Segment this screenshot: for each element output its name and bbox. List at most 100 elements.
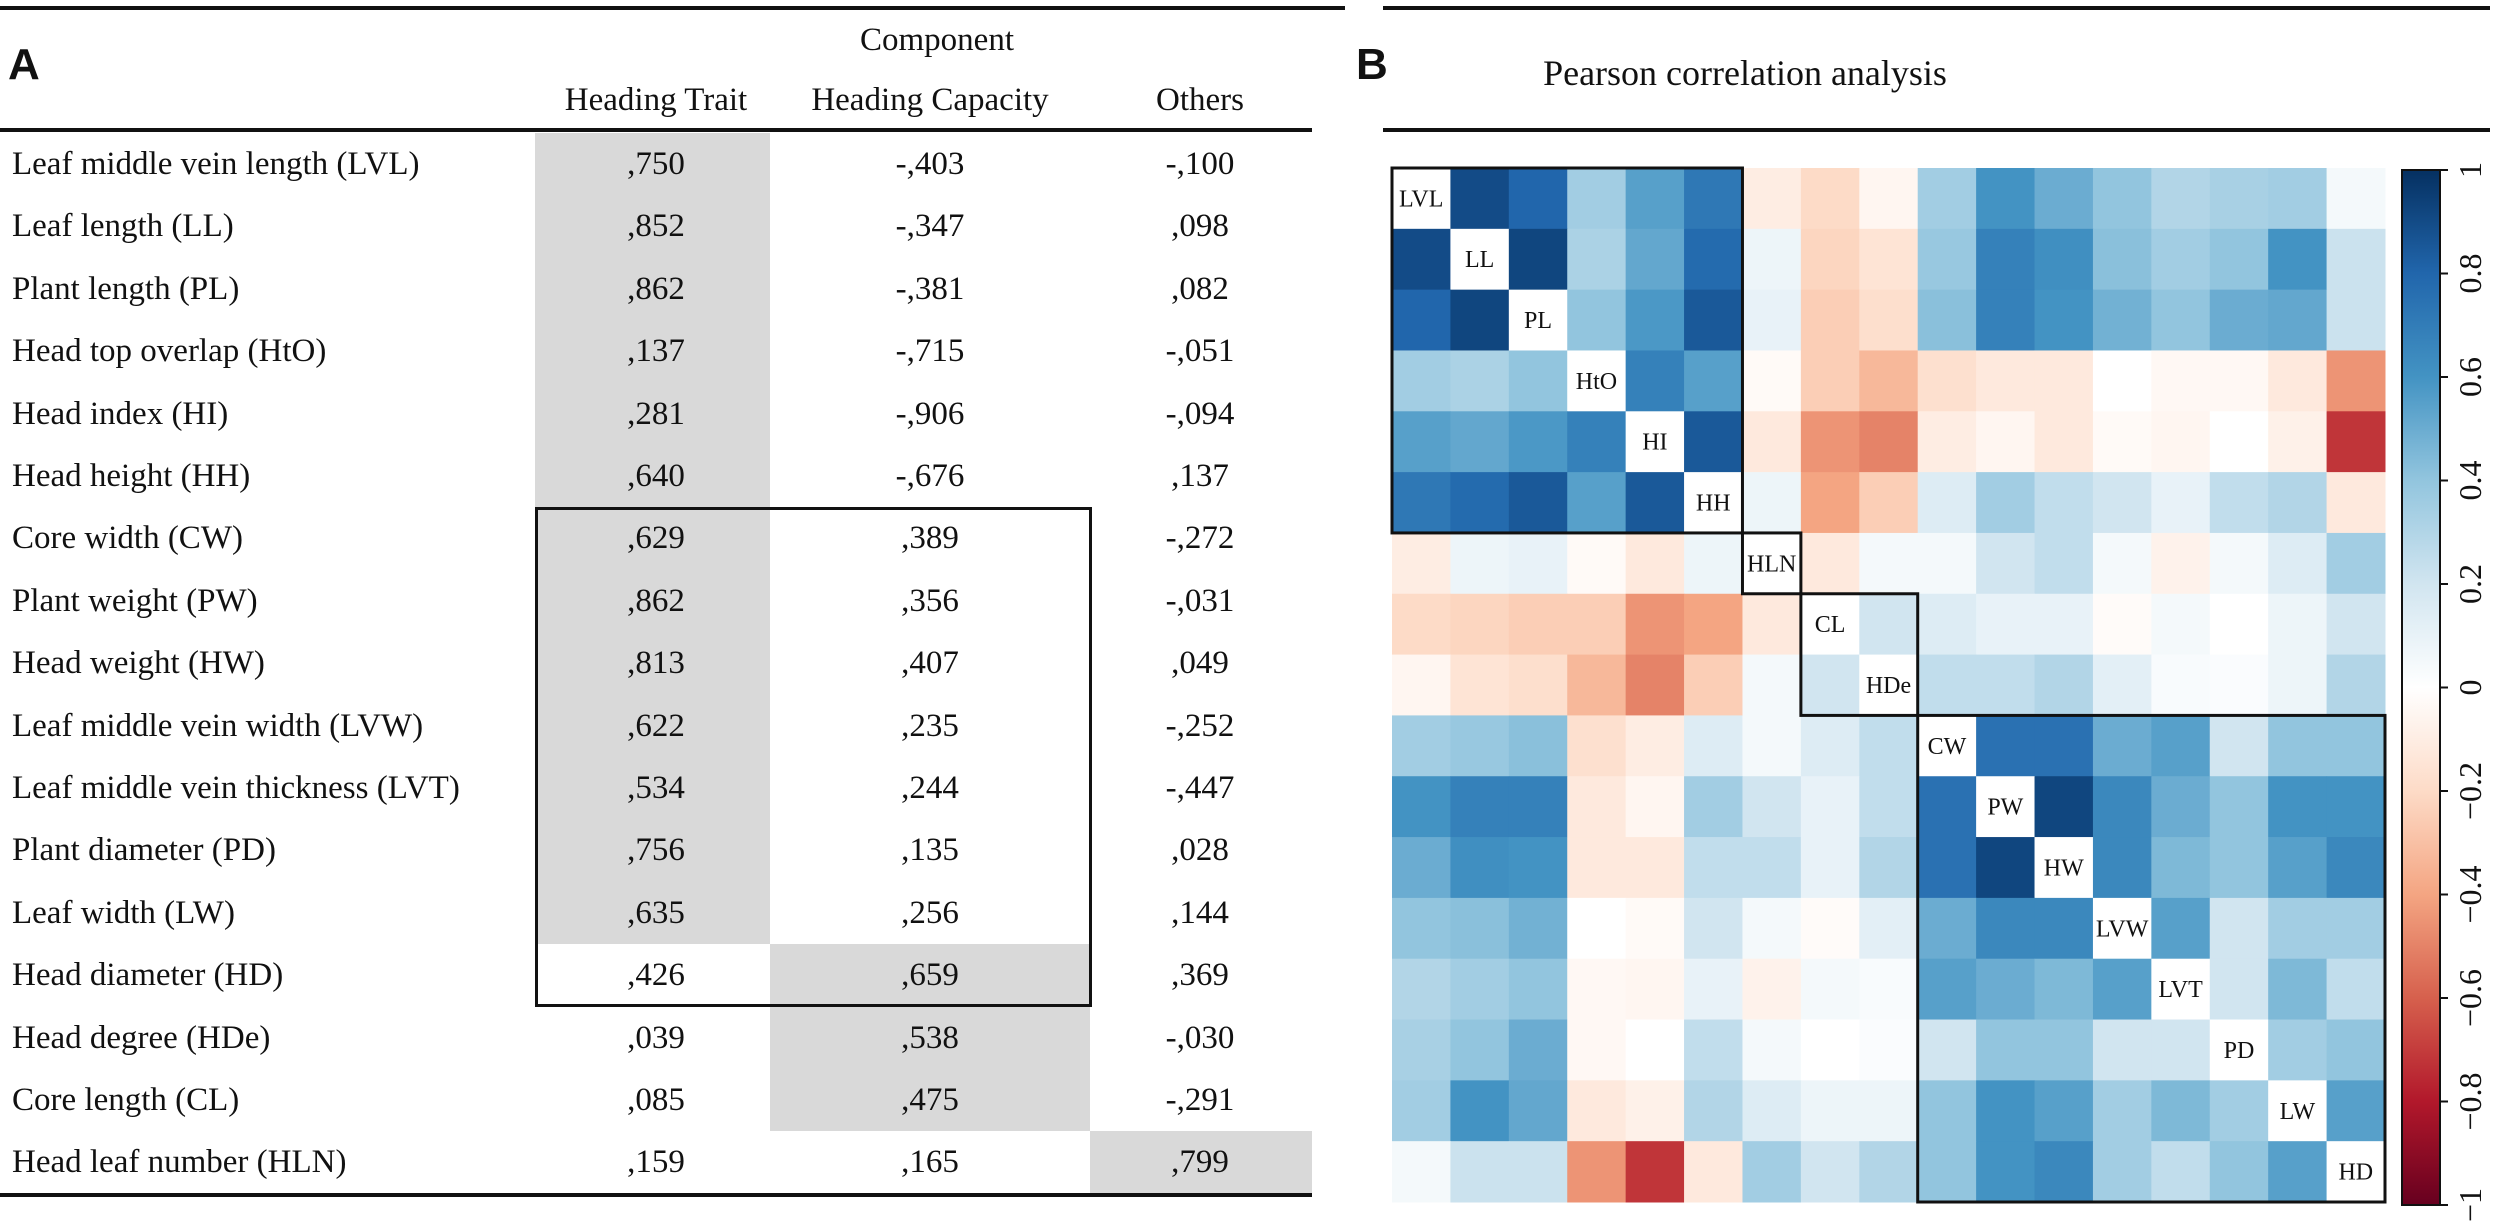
loading-value: ,862	[627, 270, 685, 307]
heatmap-cell	[1392, 654, 1451, 716]
heatmap-cell	[2151, 897, 2211, 960]
heatmap-cell	[1742, 472, 1802, 534]
loading-value: ,137	[1171, 458, 1229, 494]
loading-value: -,030	[1165, 1019, 1235, 1056]
heatmap-cell	[2034, 532, 2094, 595]
heatmap-cell	[2151, 350, 2211, 412]
heatmap-cell	[2151, 1141, 2211, 1203]
heatmap-cell	[1392, 715, 1451, 777]
trait-label: Core width (CW)	[12, 520, 243, 557]
grouping-box	[535, 507, 1092, 1007]
heatmap-cell	[2268, 289, 2328, 351]
heatmap-cell	[1392, 350, 1451, 412]
heatmap-cell	[1976, 228, 2036, 291]
loading-value: ,813	[627, 645, 685, 682]
table-bottom-rule	[0, 1193, 1312, 1197]
trait-label: Leaf middle vein width (LVW)	[12, 707, 424, 744]
heatmap-cell	[2326, 897, 2386, 960]
heatmap-cell	[2034, 715, 2094, 777]
heatmap-cell	[1976, 1019, 2036, 1081]
heatmap-cell	[2268, 411, 2328, 473]
heatmap-cell	[2209, 411, 2269, 473]
highlight-cell	[770, 1069, 1090, 1132]
heatmap-cell	[1917, 228, 1977, 291]
diagonal-label: HI	[1642, 430, 1667, 456]
heatmap-cell	[2268, 228, 2328, 291]
heatmap-cell	[1976, 350, 2036, 412]
heatmap-cell	[2209, 1141, 2269, 1203]
heatmap-cell	[1450, 168, 1510, 230]
heatmap-cell	[1567, 228, 1627, 291]
heatmap-cell	[1508, 654, 1568, 716]
trait-label: Head height (HH)	[12, 458, 251, 494]
heatmap-cell	[1742, 1080, 1802, 1142]
heatmap-cell	[1800, 593, 1860, 656]
heatmap-cell	[1800, 472, 1860, 534]
heatmap-cell	[1392, 593, 1451, 656]
heatmap-cell	[1800, 411, 1860, 473]
colorbar	[2401, 169, 2441, 1206]
heatmap-cell	[1392, 1019, 1451, 1081]
heatmap-cell	[2326, 532, 2386, 595]
heatmap-cell	[2151, 168, 2211, 230]
heatmap-cell	[2209, 593, 2269, 656]
heatmap-cell	[2268, 350, 2328, 412]
heatmap-cell	[2092, 654, 2152, 716]
heatmap-cell	[1684, 654, 1743, 716]
heatmap-cell	[1450, 715, 1510, 777]
heatmap-cell	[2209, 289, 2269, 351]
heatmap-cell	[1567, 289, 1627, 351]
heatmap-cell	[2034, 168, 2094, 230]
highlight-cell	[535, 320, 770, 383]
loading-value: ,137	[627, 333, 685, 370]
panel-b-top-rule	[1383, 6, 2490, 10]
heatmap-cell	[2092, 958, 2152, 1021]
heatmap-cell	[2268, 532, 2328, 595]
loading-value: -,676	[895, 458, 965, 494]
heatmap-cell	[2034, 228, 2094, 291]
loading-value: ,799	[1171, 1144, 1229, 1181]
heatmap-cell	[1392, 1141, 1451, 1203]
heatmap-cell	[1450, 1141, 1510, 1203]
heatmap-cell	[1800, 289, 1860, 351]
loading-value: ,659	[901, 957, 959, 994]
heatmap-cell	[1859, 837, 1919, 899]
heatmap-cell	[1976, 593, 2036, 656]
heatmap-cell	[2326, 1141, 2386, 1203]
loading-value: ,426	[627, 957, 685, 994]
heatmap-cell	[1625, 532, 1685, 595]
loading-value: ,389	[901, 520, 959, 557]
highlight-cell	[535, 819, 770, 882]
colorbar-tick-label: −1	[2452, 1188, 2488, 1222]
heatmap-cell	[2092, 289, 2152, 351]
heatmap-cell	[2326, 228, 2386, 291]
heatmap-cell	[1567, 1080, 1627, 1142]
heatmap-cell	[1508, 350, 1568, 412]
heatmap-cell	[1859, 411, 1919, 473]
heatmap-cell	[1800, 1080, 1860, 1142]
heatmap-cell	[2209, 532, 2269, 595]
heatmap-cell	[1684, 715, 1743, 777]
diagonal-label: HH	[1696, 491, 1731, 517]
loading-value: ,635	[627, 894, 685, 931]
heatmap-cell	[1625, 289, 1685, 351]
heatmap-cell	[1976, 532, 2036, 595]
heatmap-cell	[1392, 411, 1451, 473]
heatmap-cell	[1859, 654, 1919, 716]
heatmap-cell	[1976, 958, 2036, 1021]
colorbar-tick-label: −0.8	[2452, 1072, 2488, 1130]
loading-value: -,381	[895, 270, 965, 307]
heatmap-cell	[1976, 1141, 2036, 1203]
heatmap-cell	[1976, 411, 2036, 473]
heatmap-cell	[1625, 350, 1685, 412]
loading-value: ,039	[627, 1019, 685, 1056]
heatmap-cell	[1684, 837, 1743, 899]
heatmap-cell	[1976, 776, 2036, 838]
heatmap-cell	[2092, 1019, 2152, 1081]
heatmap-cell	[2326, 411, 2386, 473]
loading-value: ,049	[1171, 645, 1229, 682]
heatmap-cell	[2034, 776, 2094, 838]
highlight-cell	[535, 881, 770, 945]
heatmap-cell	[1742, 776, 1802, 838]
